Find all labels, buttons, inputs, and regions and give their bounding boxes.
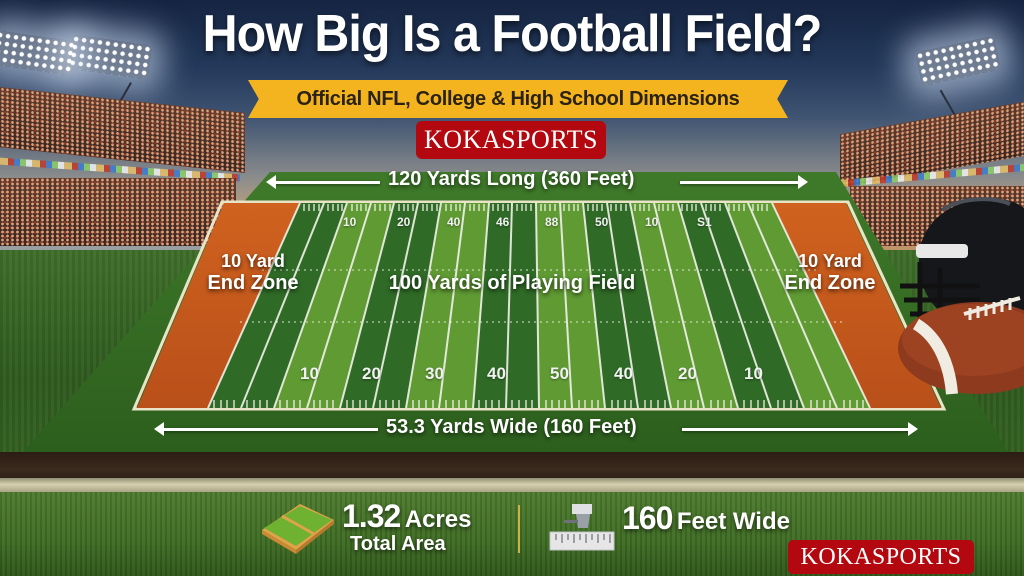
brand-logo-bottom: KOKASPORTS: [788, 540, 974, 574]
stats-divider: [518, 505, 520, 553]
turf-plot-icon: [262, 504, 334, 554]
width-value: 160: [622, 500, 673, 536]
end-zone-line2: End Zone: [207, 272, 299, 294]
yard-number: 10: [645, 215, 659, 229]
width-arrow-right: [682, 422, 918, 436]
area-value: 1.32: [342, 498, 401, 534]
subtitle-banner: Official NFL, College & High School Dime…: [248, 80, 788, 118]
yard-number: 88: [545, 215, 559, 229]
left-end-zone-label: 10 Yard End Zone: [198, 250, 308, 294]
stands-left-lower: [0, 178, 236, 246]
subtitle-text: Official NFL, College & High School Dime…: [296, 87, 740, 110]
right-end-zone-label: 10 Yard End Zone: [774, 250, 886, 294]
yard-number: 20: [362, 364, 381, 383]
yard-number: 40: [447, 215, 461, 229]
yard-number: S1: [697, 215, 712, 229]
width-label: 53.3 Yards Wide (160 Feet): [386, 416, 637, 438]
yard-number: 10: [744, 364, 763, 383]
width-unit: Feet Wide: [676, 508, 790, 535]
chalk-line: [0, 478, 1024, 492]
measuring-tool-icon: [549, 504, 615, 551]
end-zone-line1: 10 Yard: [798, 251, 862, 271]
width-stat: 160 Feet Wide: [622, 500, 790, 537]
area-caption: Total Area: [350, 533, 446, 555]
yard-number: 50: [595, 215, 609, 229]
area-stat: 1.32 Acres Total Area: [342, 498, 471, 556]
dirt-band: [0, 452, 1024, 482]
yard-number: 50: [550, 364, 569, 383]
yard-number: 40: [487, 364, 506, 383]
page-title: How Big Is a Football Field?: [202, 5, 823, 63]
yard-number: 40: [614, 364, 633, 383]
yard-number: 30: [425, 364, 444, 383]
yard-number: 20: [678, 364, 697, 383]
yard-number: 46: [496, 215, 510, 229]
helmet-and-football-icon: [898, 197, 1024, 395]
end-zone-line2: End Zone: [784, 272, 876, 294]
yard-number: 10: [343, 215, 357, 229]
length-arrow-left: [266, 175, 380, 189]
brand-logo-top: KOKASPORTS: [416, 121, 606, 159]
width-arrow-left: [154, 422, 378, 436]
length-label: 120 Yards Long (360 Feet): [388, 168, 635, 190]
yard-number: 10: [300, 364, 319, 383]
length-arrow-right: [680, 175, 808, 189]
area-unit: Acres: [404, 506, 472, 533]
yard-number: 20: [397, 215, 411, 229]
playing-field-label: 100 Yards of Playing Field: [388, 272, 636, 294]
end-zone-line1: 10 Yard: [221, 251, 285, 271]
